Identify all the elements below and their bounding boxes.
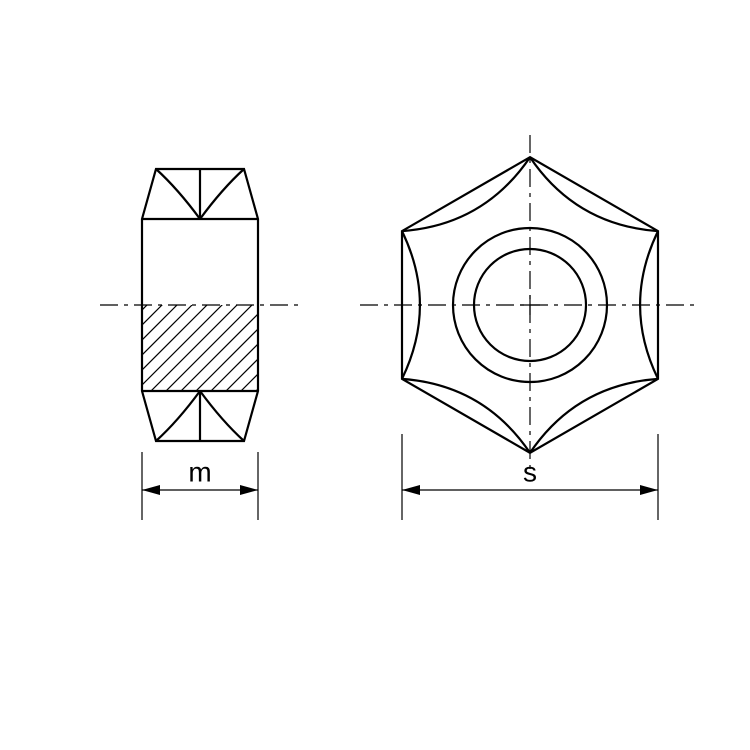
dimension-m: m bbox=[142, 452, 258, 520]
dimension-s-label: s bbox=[523, 456, 537, 487]
top-view: s bbox=[360, 135, 700, 520]
dimension-m-label: m bbox=[188, 456, 211, 487]
section-hatch bbox=[6, 265, 427, 431]
side-view: m bbox=[6, 169, 427, 520]
hex-nut-technical-drawing: m s bbox=[0, 0, 750, 750]
